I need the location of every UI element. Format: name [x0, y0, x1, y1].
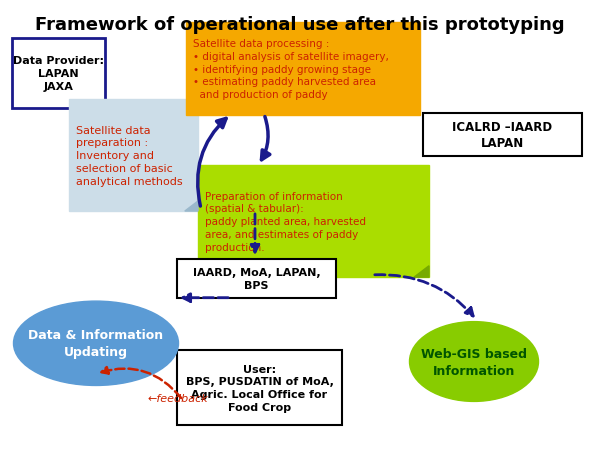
- Text: Framework of operational use after this prototyping: Framework of operational use after this …: [35, 16, 565, 34]
- Text: Preparation of information
(spatial & tabular):
paddy planted area, harvested
ar: Preparation of information (spatial & ta…: [205, 191, 366, 253]
- FancyBboxPatch shape: [69, 100, 198, 212]
- Polygon shape: [414, 266, 429, 278]
- FancyBboxPatch shape: [177, 350, 342, 425]
- Text: Satellite data processing :
• digital analysis of satellite imagery,
• identifyi: Satellite data processing : • digital an…: [193, 39, 389, 100]
- FancyBboxPatch shape: [12, 39, 105, 109]
- Text: ICALRD –IAARD
LAPAN: ICALRD –IAARD LAPAN: [452, 121, 553, 150]
- Text: Data Provider:
LAPAN
JAXA: Data Provider: LAPAN JAXA: [13, 56, 104, 92]
- FancyBboxPatch shape: [423, 114, 582, 157]
- Text: Web-GIS based
Information: Web-GIS based Information: [421, 347, 527, 377]
- Text: User:
BPS, PUSDATIN of MoA,
Agric. Local Office for
Food Crop: User: BPS, PUSDATIN of MoA, Agric. Local…: [185, 364, 334, 412]
- Text: Data & Information
Updating: Data & Information Updating: [28, 329, 164, 359]
- FancyBboxPatch shape: [198, 166, 429, 278]
- Text: IAARD, MoA, LAPAN,
BPS: IAARD, MoA, LAPAN, BPS: [193, 268, 320, 290]
- Ellipse shape: [14, 301, 179, 386]
- Polygon shape: [185, 202, 198, 212]
- FancyBboxPatch shape: [186, 23, 420, 116]
- Text: ←feedback: ←feedback: [147, 393, 208, 403]
- Text: Satellite data
preparation :
Inventory and
selection of basic
analytical methods: Satellite data preparation : Inventory a…: [76, 125, 183, 187]
- Ellipse shape: [409, 322, 539, 401]
- FancyBboxPatch shape: [177, 259, 336, 298]
